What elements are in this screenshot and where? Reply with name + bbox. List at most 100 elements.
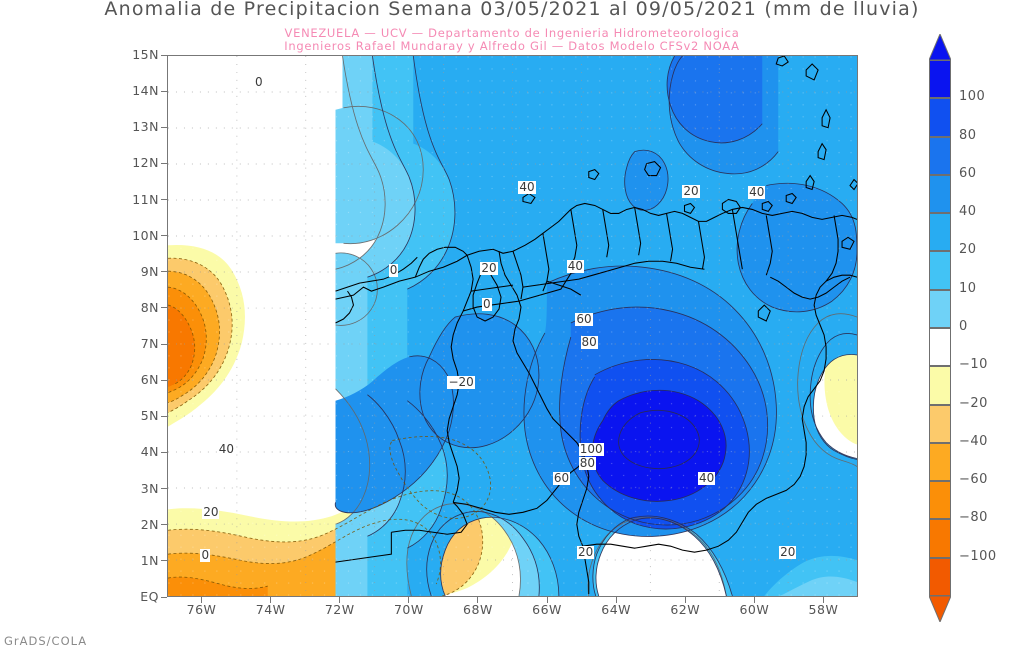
latitude-tick-label: 5N bbox=[140, 408, 159, 424]
latitude-tick-mark bbox=[161, 54, 167, 56]
colorbar-band bbox=[929, 404, 951, 443]
longitude-tick-label: 74W bbox=[255, 602, 286, 617]
colorbar-band bbox=[929, 251, 951, 290]
colorbar-band bbox=[929, 328, 951, 367]
colorbar-tick-label: −80 bbox=[959, 510, 988, 526]
longitude-tick-mark bbox=[753, 597, 755, 603]
contour-value-label: 20 bbox=[480, 261, 498, 276]
colorbar-tick-label: 100 bbox=[959, 89, 986, 105]
latitude-tick-mark bbox=[161, 415, 167, 417]
longitude-tick-mark bbox=[822, 597, 824, 603]
longitude-tick-mark bbox=[408, 597, 410, 603]
coastlines-borders bbox=[335, 56, 857, 595]
colorbar-band bbox=[929, 557, 951, 596]
latitude-tick-mark bbox=[161, 90, 167, 92]
latitude-tick-label: 9N bbox=[140, 263, 159, 279]
negative-contour-lines bbox=[168, 257, 491, 596]
contour-value-label: 100 bbox=[578, 441, 604, 456]
colorbar-tick-label: −60 bbox=[959, 472, 988, 488]
contour-value-label: 60 bbox=[575, 311, 593, 326]
subtitle-authors: Ingenieros Rafael Mundaray y Alfredo Gil… bbox=[284, 39, 740, 53]
longitude-tick-label: 76W bbox=[186, 602, 217, 617]
colorbar-band bbox=[929, 289, 951, 328]
colorbar-legend: 100 80 60 40 20 10 0 −10 −20 −40 −60 −80 −100 bbox=[929, 34, 996, 622]
precipitation-anomaly-map bbox=[168, 56, 857, 596]
colorbar-tick-label: 20 bbox=[959, 242, 977, 258]
longitude-tick-label: 64W bbox=[601, 602, 632, 617]
contour-value-label: 20 bbox=[577, 544, 595, 559]
page-title: Anomalia de Precipitacion Semana 03/05/2… bbox=[104, 0, 920, 20]
latitude-tick-label: 4N bbox=[140, 444, 159, 460]
contour-value-label: 60 bbox=[552, 470, 571, 485]
latitude-tick-label: 15N bbox=[132, 47, 159, 62]
latitude-tick-mark bbox=[161, 488, 167, 490]
longitude-tick-mark bbox=[615, 597, 617, 603]
longitude-tick-label: 62W bbox=[670, 602, 701, 617]
latitude-tick-label: 6N bbox=[140, 372, 159, 388]
contour-value-label: 0 bbox=[482, 297, 492, 312]
latitude-tick-mark bbox=[161, 271, 167, 273]
subtitle-institution: VENEZUELA — UCV — Departamento de Ingeni… bbox=[284, 26, 740, 40]
colorbar-tick-label: −100 bbox=[959, 548, 997, 564]
contour-value-label: 0 bbox=[388, 262, 399, 277]
colorbar-bottom-arrow bbox=[929, 596, 951, 622]
contour-value-label: 0 bbox=[254, 75, 264, 90]
colorbar-tick-label: 40 bbox=[959, 204, 977, 220]
contour-value-label: 40 bbox=[566, 259, 584, 274]
contour-value-label: 20 bbox=[202, 505, 220, 520]
colorbar-tick-label: −40 bbox=[959, 433, 988, 449]
latitude-tick-label: 10N bbox=[132, 227, 159, 243]
longitude-tick-mark bbox=[546, 597, 548, 603]
longitude-tick-label: 66W bbox=[532, 602, 562, 617]
colorbar-band bbox=[929, 60, 951, 99]
latitude-tick-mark bbox=[161, 524, 167, 526]
latitude-tick-label: 11N bbox=[132, 191, 159, 207]
longitude-tick-label: 70W bbox=[393, 602, 424, 617]
contour-value-label: 40 bbox=[697, 470, 716, 485]
latitude-tick-mark bbox=[161, 343, 167, 345]
latitude-tick-mark bbox=[161, 162, 167, 164]
latitude-tick-label: 3N bbox=[140, 480, 159, 496]
longitude-tick-label: 60W bbox=[739, 602, 770, 617]
contour-value-label: 20 bbox=[682, 183, 700, 198]
colorbar-tick-label: 60 bbox=[959, 165, 977, 181]
colorbar-band bbox=[929, 174, 951, 214]
software-credit: GrADS/COLA bbox=[4, 634, 88, 648]
contour-value-label: 20 bbox=[779, 544, 797, 559]
longitude-tick-label: 72W bbox=[324, 602, 355, 617]
latitude-tick-mark bbox=[161, 307, 167, 309]
colorbar-tick-label: 80 bbox=[959, 127, 977, 143]
longitude-tick-mark bbox=[201, 597, 203, 603]
latitude-tick-label: 12N bbox=[132, 155, 159, 171]
contour-value-label: 40 bbox=[748, 185, 766, 200]
latitude-tick-mark bbox=[161, 596, 167, 598]
latitude-tick-mark bbox=[161, 126, 167, 128]
latitude-tick-mark bbox=[161, 560, 167, 562]
colorbar-tick-label: 0 bbox=[959, 319, 968, 334]
latitude-tick-label: 13N bbox=[132, 119, 159, 135]
latitude-tick-label: 8N bbox=[140, 299, 159, 315]
colorbar-band bbox=[929, 213, 951, 252]
longitude-tick-label: 68W bbox=[463, 602, 493, 617]
longitude-tick-label: 58W bbox=[808, 602, 839, 617]
colorbar-tick-label: 10 bbox=[959, 280, 977, 296]
contour-value-label: 40 bbox=[518, 179, 536, 194]
map-plot-area: 0 40 20 40 40 20 0 0 60 80 −20 100 80 60 40 20 0 40 20 20 bbox=[167, 55, 858, 597]
colorbar-band bbox=[929, 98, 951, 137]
latitude-tick-mark bbox=[161, 451, 167, 453]
latitude-tick-label: 2N bbox=[140, 516, 159, 532]
colorbar-band bbox=[929, 442, 951, 482]
latitude-tick-mark bbox=[161, 235, 167, 237]
colorbar-band bbox=[929, 366, 951, 405]
colorbar-top-arrow bbox=[929, 34, 951, 60]
colorbar-band bbox=[929, 519, 951, 558]
contour-value-label: 80 bbox=[578, 456, 597, 471]
contour-value-label: 40 bbox=[217, 441, 236, 456]
latitude-tick-label: 7N bbox=[140, 336, 159, 352]
longitude-tick-mark bbox=[684, 597, 686, 603]
colorbar-band bbox=[929, 136, 951, 175]
longitude-tick-mark bbox=[270, 597, 272, 603]
contour-value-label: 0 bbox=[200, 548, 211, 563]
latitude-tick-label: 14N bbox=[132, 83, 159, 99]
latitude-tick-label: EQ bbox=[140, 589, 159, 604]
